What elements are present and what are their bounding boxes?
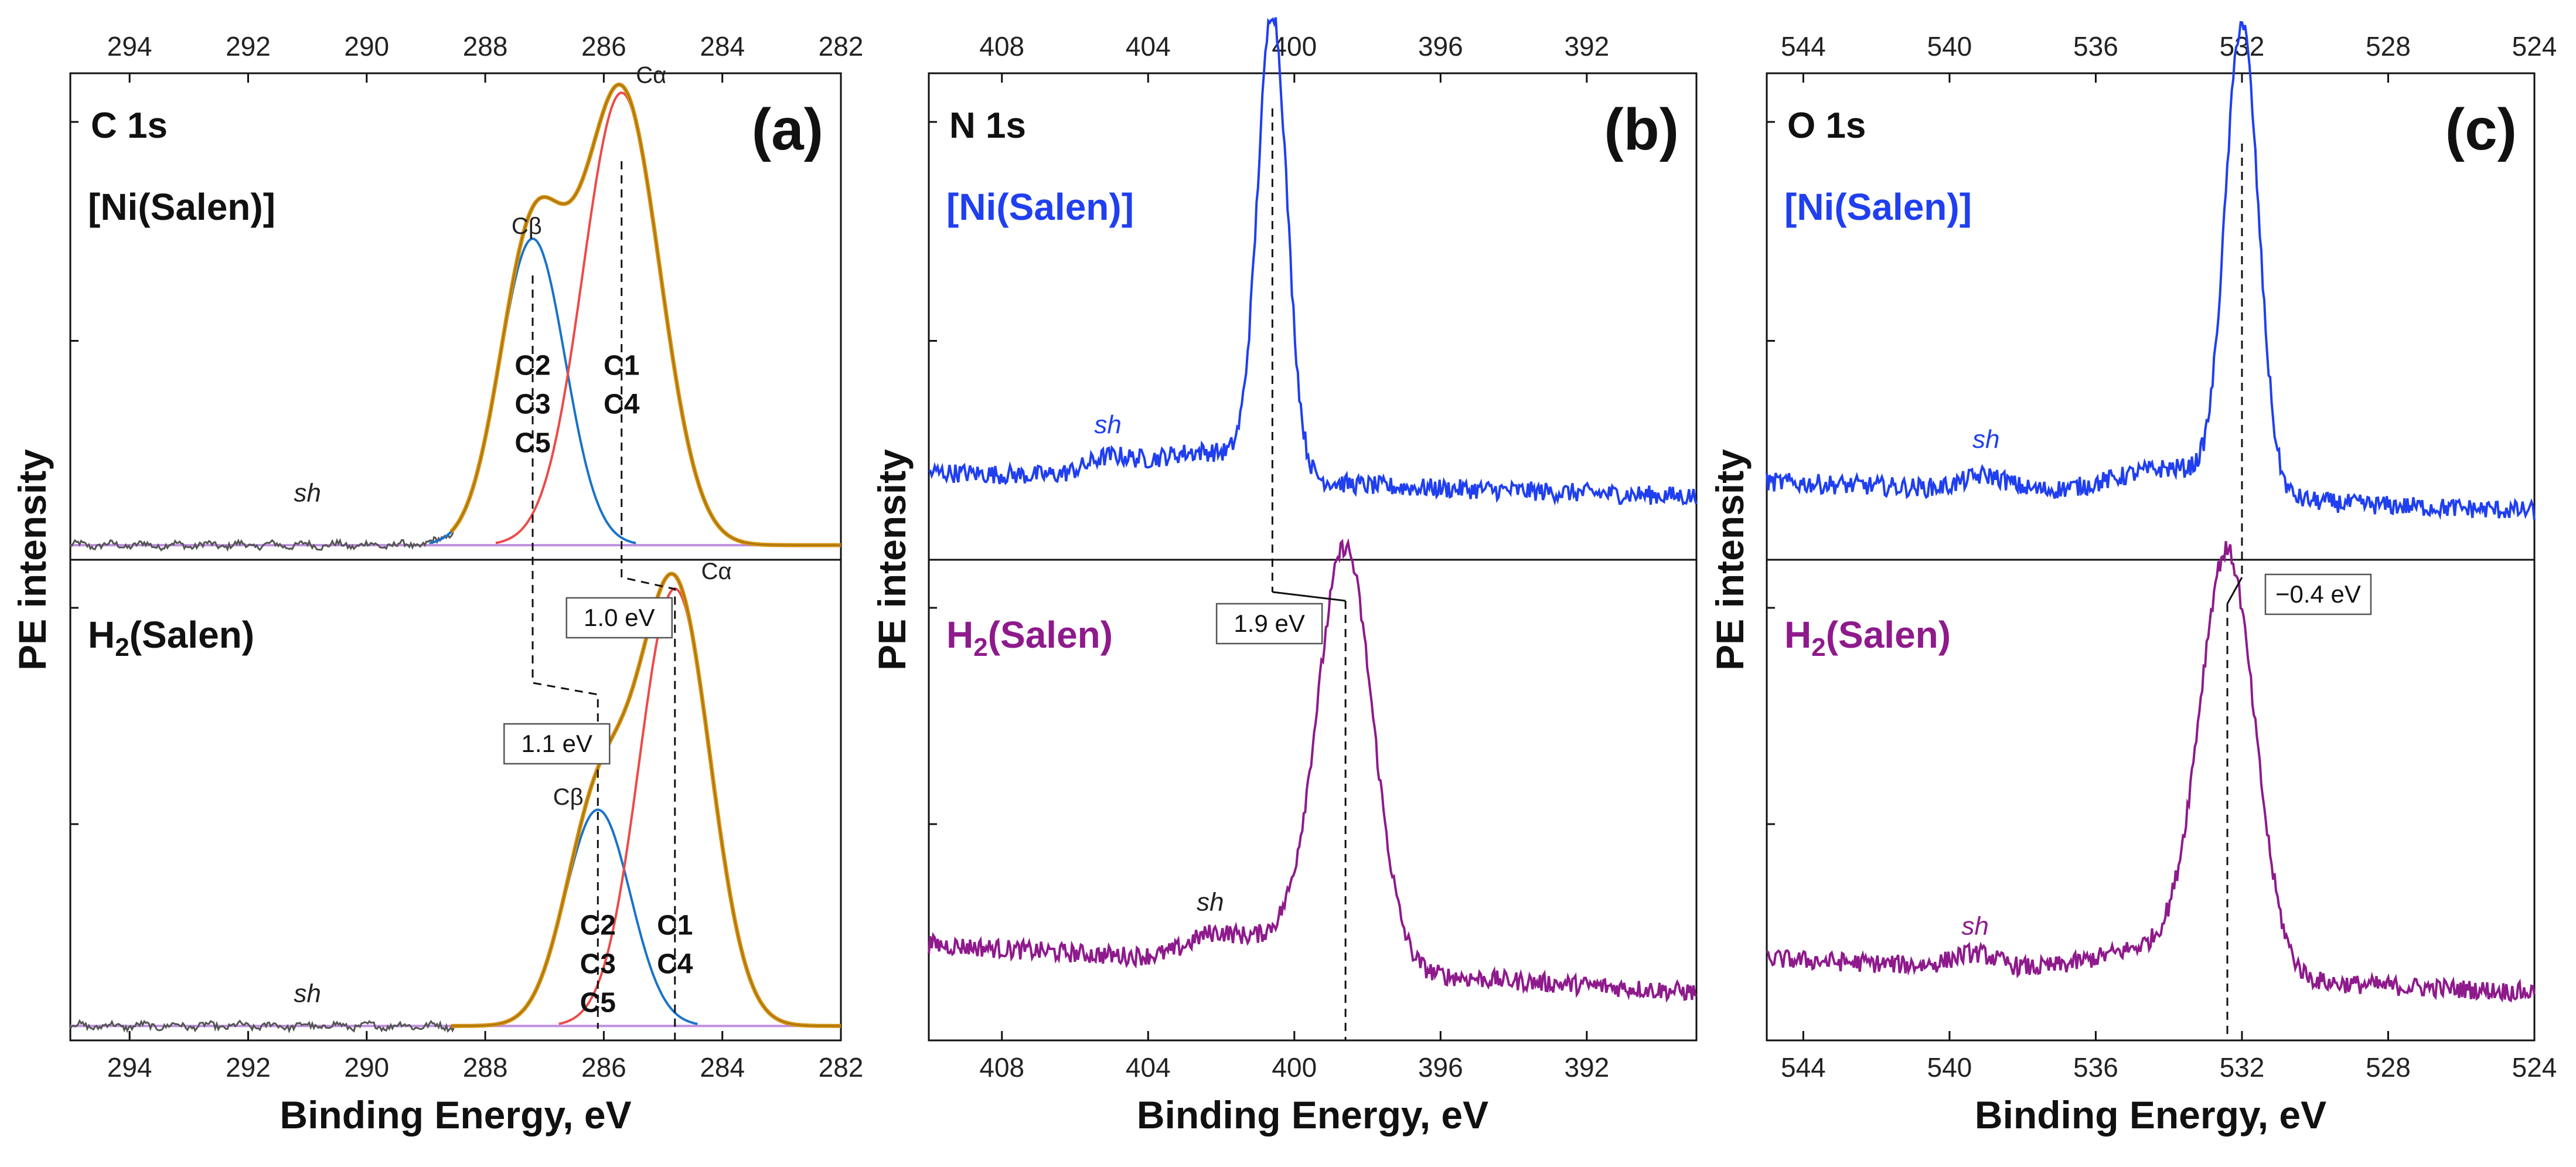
satellite-label: sh [294,478,321,507]
panel-frame [1766,72,2536,1042]
fit-envelope-core [451,84,841,546]
shift-guide [531,275,599,1029]
panel-frame [928,72,1698,1042]
y-axis-title: PE intensity [1708,449,1752,671]
x-tick-label: 290 [344,1052,389,1083]
x-axis-title: Binding Energy, eV [1137,1093,1488,1137]
x-tick-label: 540 [1927,1052,1972,1083]
shift-label: 1.9 eV [1234,610,1304,637]
shift-connector [1272,591,1346,602]
shift-label: −0.4 eV [2275,580,2361,608]
peak-label: Cα [701,559,732,584]
x-axis-title: Binding Energy, eV [280,1093,631,1137]
x-tick-label: 536 [2073,1052,2118,1083]
panel-frame [69,72,842,1042]
x-tick-label-top: 282 [819,31,864,62]
panel-letter: (c) [2445,97,2517,162]
x-tick-label-top: 288 [463,31,508,62]
satellite-label: sh [294,979,321,1008]
shift-connector [2226,577,2243,604]
shift-box [503,723,611,765]
shift-guide [621,161,676,1040]
peak-label: Cα [636,63,666,89]
x-tick-label-top: 290 [344,31,389,62]
x-tick-label: 392 [1564,1052,1609,1083]
x-tick-label: 294 [107,1052,152,1083]
satellite-label: sh [1197,888,1224,917]
x-tick-label-top: 524 [2512,31,2557,62]
experimental-line [69,1019,455,1034]
sample-label: [Ni(Salen)] [946,186,1134,228]
panel-c: 544 544 540 540 536 536 532 532 528 528 524 524 Bind… [1708,21,2557,1137]
x-tick-label: 396 [1418,1052,1463,1083]
sample-label: [Ni(Salen)] [88,186,275,228]
satellite-label: sh [1972,425,1999,454]
x-tick-label-top: 292 [226,31,271,62]
spectrum-line [1766,21,2536,520]
x-tick-label: 544 [1781,1052,1826,1083]
x-tick-label-top: 284 [700,31,745,62]
y-axis-title: PE intensity [11,449,54,671]
satellite-label: sh [1094,410,1121,439]
x-tick-label-top: 294 [107,31,152,62]
shift-label: 1.1 eV [522,730,592,757]
x-tick-label-top: 396 [1418,31,1463,62]
spectrum-line [928,537,1698,1003]
x-tick-label-top: 528 [2366,31,2411,62]
core-level-label: O 1s [1787,106,1866,146]
x-axis-title: Binding Energy, eV [1975,1093,2326,1137]
x-tick-label: 528 [2366,1052,2411,1083]
shift-box [1215,603,1323,645]
sample-label: H2(Salen) [1784,614,1951,662]
spectrum-line [928,17,1698,506]
shift-box [2264,573,2372,615]
experimental-line [70,527,455,552]
core-level-label: C 1s [91,106,168,146]
x-tick-label: 286 [581,1052,626,1083]
x-tick-label-top: 286 [581,31,626,62]
sample-label: H2(Salen) [946,614,1113,662]
x-tick-label: 408 [979,1052,1024,1083]
fit-envelope-core [451,573,841,1027]
sample-label: [Ni(Salen)] [1784,186,1972,228]
panel-letter: (b) [1604,97,1679,162]
spectrum-line [1766,541,2536,1003]
x-tick-label: 400 [1272,1052,1317,1083]
x-tick-label: 282 [819,1052,864,1083]
peak-label: Cβ [553,784,584,810]
shift-label: 1.0 eV [584,604,655,631]
x-tick-label-top: 392 [1564,31,1609,62]
x-tick-label: 524 [2512,1052,2557,1083]
peak-label: Cβ [512,213,542,239]
x-tick-label-top: 540 [1927,31,1972,62]
x-tick-label: 532 [2220,1052,2265,1083]
core-level-label: N 1s [949,106,1026,146]
sample-label: H2(Salen) [88,614,254,662]
x-tick-label-top: 408 [979,31,1024,62]
shift-box [565,597,673,639]
panel-a: 294 294 292 292 290 290 288 288 286 286 284 284 282 2… [11,31,863,1137]
y-axis-title: PE intensity [870,449,914,671]
x-tick-label-top: 404 [1126,31,1171,62]
panel-letter: (a) [752,97,823,162]
x-tick-label: 292 [226,1052,271,1083]
x-tick-label: 288 [463,1052,508,1083]
satellite-label: sh [1961,912,1988,941]
x-tick-label-top: 532 [2220,31,2265,62]
x-tick-label-top: 544 [1781,31,1826,62]
x-tick-label: 284 [700,1052,745,1083]
x-tick-label: 404 [1126,1052,1171,1083]
x-tick-label-top: 536 [2073,31,2118,62]
